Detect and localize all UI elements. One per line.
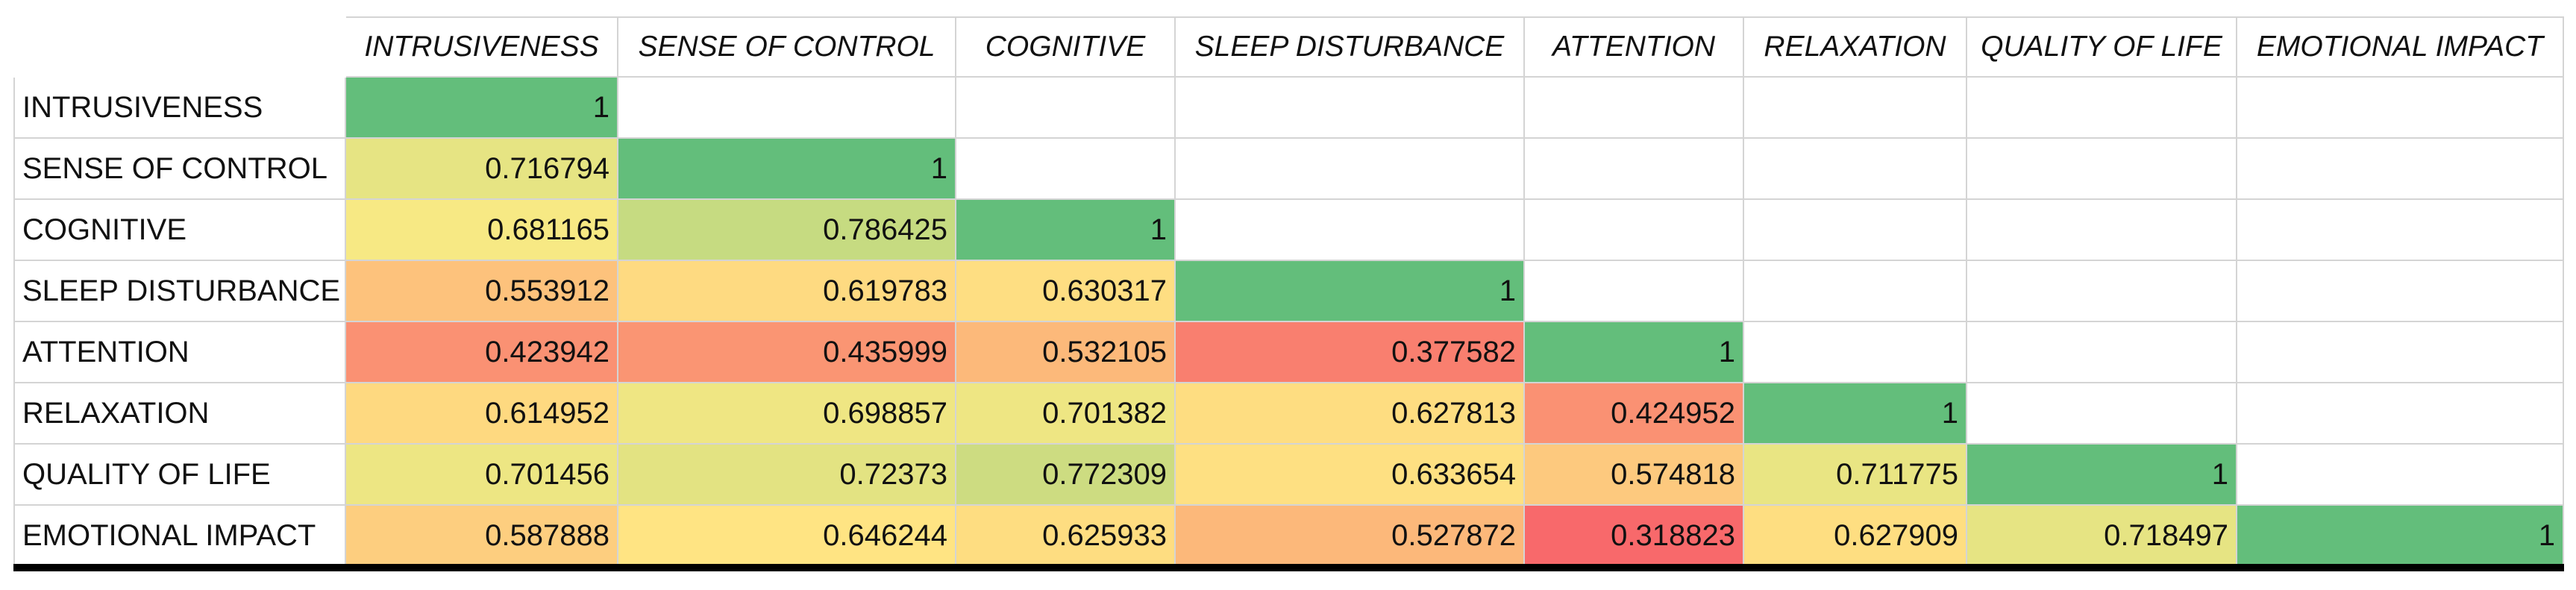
- correlation-cell: 0.701382: [956, 383, 1176, 445]
- correlation-cell: 0.532105: [956, 322, 1176, 383]
- correlation-cell: 1: [2237, 506, 2564, 567]
- empty-cell: [956, 139, 1176, 200]
- empty-cell: [1744, 322, 1967, 383]
- correlation-cell: 0.318823: [1525, 506, 1744, 567]
- column-header: EMOTIONAL IMPACT: [2237, 16, 2564, 78]
- correlation-cell: 0.630317: [956, 261, 1176, 322]
- empty-cell: [1967, 78, 2237, 139]
- row-label: COGNITIVE: [13, 200, 346, 261]
- correlation-cell: 0.646244: [618, 506, 956, 567]
- empty-cell: [1525, 139, 1744, 200]
- correlation-cell: 1: [1744, 383, 1967, 445]
- correlation-cell: 0.701456: [346, 445, 618, 506]
- empty-cell: [2237, 78, 2564, 139]
- correlation-cell: 1: [618, 139, 956, 200]
- row-label: SLEEP DISTURBANCE: [13, 261, 346, 322]
- correlation-cell: 0.527872: [1176, 506, 1525, 567]
- column-header: ATTENTION: [1525, 16, 1744, 78]
- correlation-cell: 0.574818: [1525, 445, 1744, 506]
- correlation-cell: 0.681165: [346, 200, 618, 261]
- column-header: QUALITY OF LIFE: [1967, 16, 2237, 78]
- column-header: SLEEP DISTURBANCE: [1176, 16, 1525, 78]
- correlation-cell: 0.786425: [618, 200, 956, 261]
- correlation-cell: 0.698857: [618, 383, 956, 445]
- correlation-cell: 0.424952: [1525, 383, 1744, 445]
- correlation-cell: 0.627813: [1176, 383, 1525, 445]
- correlation-cell: 0.553912: [346, 261, 618, 322]
- empty-cell: [1967, 200, 2237, 261]
- correlation-cell: 0.614952: [346, 383, 618, 445]
- row-label: QUALITY OF LIFE: [13, 445, 346, 506]
- correlation-cell: 1: [956, 200, 1176, 261]
- empty-cell: [1744, 78, 1967, 139]
- empty-cell: [2237, 383, 2564, 445]
- empty-cell: [618, 78, 956, 139]
- correlation-cell: 1: [1967, 445, 2237, 506]
- column-header: RELAXATION: [1744, 16, 1967, 78]
- column-header: SENSE OF CONTROL: [618, 16, 956, 78]
- empty-cell: [1525, 200, 1744, 261]
- correlation-cell: 0.619783: [618, 261, 956, 322]
- bottom-rule: [13, 564, 2564, 571]
- correlation-cell: 1: [1176, 261, 1525, 322]
- empty-cell: [1967, 383, 2237, 445]
- correlation-cell: 0.627909: [1744, 506, 1967, 567]
- correlation-cell: 1: [346, 78, 618, 139]
- correlation-cell: 0.625933: [956, 506, 1176, 567]
- empty-cell: [1525, 78, 1744, 139]
- empty-cell: [1744, 261, 1967, 322]
- correlation-cell: 1: [1525, 322, 1744, 383]
- empty-cell: [1967, 322, 2237, 383]
- correlation-cell: 0.716794: [346, 139, 618, 200]
- row-label: RELAXATION: [13, 383, 346, 445]
- empty-cell: [1176, 139, 1525, 200]
- correlation-cell: 0.587888: [346, 506, 618, 567]
- correlation-cell: 0.772309: [956, 445, 1176, 506]
- correlation-cell: 0.377582: [1176, 322, 1525, 383]
- correlation-cell: 0.711775: [1744, 445, 1967, 506]
- correlation-cell: 0.633654: [1176, 445, 1525, 506]
- row-label: ATTENTION: [13, 322, 346, 383]
- correlation-cell: 0.423942: [346, 322, 618, 383]
- row-label: INTRUSIVENESS: [13, 78, 346, 139]
- correlation-cell: 0.718497: [1967, 506, 2237, 567]
- correlation-cell: 0.435999: [618, 322, 956, 383]
- empty-cell: [1176, 200, 1525, 261]
- empty-cell: [2237, 322, 2564, 383]
- empty-cell: [1176, 78, 1525, 139]
- empty-cell: [2237, 445, 2564, 506]
- empty-cell: [2237, 261, 2564, 322]
- empty-cell: [956, 78, 1176, 139]
- column-header: INTRUSIVENESS: [346, 16, 618, 78]
- correlation-cell: 0.72373: [618, 445, 956, 506]
- empty-cell: [1967, 139, 2237, 200]
- empty-cell: [1525, 261, 1744, 322]
- row-label: EMOTIONAL IMPACT: [13, 506, 346, 567]
- empty-cell: [1744, 139, 1967, 200]
- empty-cell: [1967, 261, 2237, 322]
- empty-cell: [2237, 200, 2564, 261]
- empty-cell: [1744, 200, 1967, 261]
- column-header: COGNITIVE: [956, 16, 1176, 78]
- row-label: SENSE OF CONTROL: [13, 139, 346, 200]
- empty-cell: [2237, 139, 2564, 200]
